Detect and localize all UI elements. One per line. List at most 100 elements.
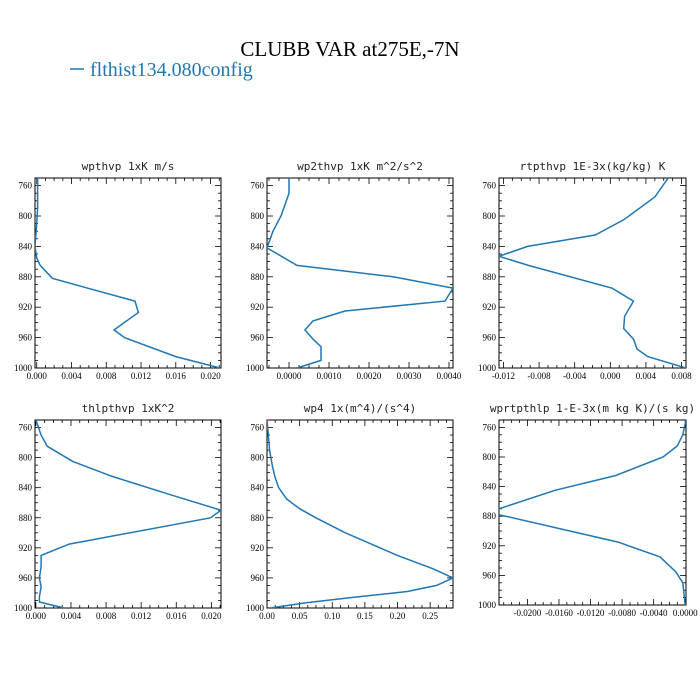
x-tick-label: -0.004 (563, 371, 587, 381)
y-tick-label: 960 (19, 573, 33, 583)
panel-2: wp2thvp 1xK m^2/s^2 760 800 840 880 920 960 100… (246, 160, 462, 381)
panel-5: wp4 1x(m^4)/(s^4)76080084088092096010000… (246, 402, 454, 621)
x-tick-label: 0.0030 (397, 371, 422, 381)
plot-frame (266, 177, 454, 369)
series-line (499, 178, 686, 368)
y-tick-label: 840 (483, 482, 497, 492)
x-tick-label: 0.00 (259, 611, 275, 621)
x-tick-label: 0.0040 (437, 371, 462, 381)
x-tick-label: 0.05 (292, 611, 308, 621)
x-tick-label: 0.000 (27, 371, 48, 381)
y-tick-label: 880 (251, 272, 265, 282)
x-tick-label: 0.016 (166, 611, 187, 621)
panel-title: wprtpthlp 1-E-3x(m kg K)/(s kg) (490, 402, 695, 415)
y-tick-label: 800 (19, 211, 33, 221)
plot-frame (34, 177, 222, 369)
x-tick-label: -0.0080 (608, 608, 636, 618)
x-tick-label: -0.012 (492, 371, 515, 381)
x-tick-label: 0.012 (131, 611, 151, 621)
y-tick-label: 1000 (246, 363, 265, 373)
x-tick-label: 0.016 (166, 371, 187, 381)
x-tick-label: 0.25 (422, 611, 438, 621)
panel-title: wp4 1x(m^4)/(s^4) (304, 402, 417, 415)
y-tick-label: 920 (483, 302, 497, 312)
y-tick-label: 800 (251, 211, 265, 221)
y-tick-label: 840 (251, 241, 265, 251)
y-tick-label: 760 (483, 422, 497, 432)
y-tick-label: 800 (483, 211, 497, 221)
y-tick-label: 920 (251, 543, 265, 553)
y-tick-label: 760 (19, 181, 33, 191)
y-tick-label: 1000 (478, 363, 497, 373)
y-tick-label: 840 (19, 241, 33, 251)
panel-title: rtpthvp 1E-3x(kg/kg) K (520, 160, 666, 173)
y-tick-label: 960 (251, 333, 265, 343)
x-tick-label: 0.020 (200, 371, 221, 381)
y-tick-label: 880 (19, 272, 33, 282)
panel-4: thlpthvp 1xK^276080084088092096010000.00… (14, 402, 222, 621)
y-tick-label: 960 (483, 570, 497, 580)
series-line (267, 420, 453, 608)
y-tick-label: 800 (19, 453, 33, 463)
y-tick-label: 1000 (14, 603, 33, 613)
x-tick-label: 0.004 (61, 611, 82, 621)
panel-3: rtpthvp 1E-3x(kg/kg) K 760 800 840 880 920 960… (478, 160, 692, 381)
series-line (35, 420, 221, 608)
y-tick-label: 920 (483, 541, 497, 551)
y-tick-label: 960 (19, 333, 33, 343)
x-tick-label: -0.0120 (577, 608, 605, 618)
y-tick-label: 760 (251, 423, 265, 433)
y-tick-label: 960 (483, 333, 497, 343)
y-tick-label: 880 (483, 272, 497, 282)
x-tick-label: -0.0200 (514, 608, 542, 618)
x-tick-label: 0.008 (96, 371, 117, 381)
panels: wpthvp 1xK m/s76080084088092096010000.00… (14, 160, 698, 621)
y-tick-label: 1000 (246, 603, 265, 613)
panel-title: thlpthvp 1xK^2 (82, 402, 175, 415)
y-tick-label: 920 (251, 302, 265, 312)
plot-frame (266, 419, 454, 609)
panel-1: wpthvp 1xK m/s76080084088092096010000.00… (14, 160, 222, 381)
series-line (499, 420, 686, 605)
y-tick-label: 960 (251, 573, 265, 583)
panel-title: wp2thvp 1xK m^2/s^2 (297, 160, 423, 173)
x-tick-label: 0.0000 (673, 608, 698, 618)
y-tick-label: 760 (19, 423, 33, 433)
y-tick-label: 840 (19, 483, 33, 493)
x-tick-label: -0.008 (527, 371, 551, 381)
x-tick-label: 0.008 (671, 371, 692, 381)
x-tick-label: 0.0010 (317, 371, 342, 381)
y-tick-label: 840 (251, 483, 265, 493)
x-tick-label: 0.008 (96, 611, 117, 621)
legend-label: flthist134.080config (90, 59, 253, 81)
panel-title: wpthvp 1xK m/s (82, 160, 175, 173)
y-tick-label: 760 (251, 181, 265, 191)
y-tick-label: 880 (483, 511, 497, 521)
y-tick-label: 920 (19, 543, 33, 553)
y-tick-label: 1000 (14, 363, 33, 373)
x-tick-label: 0.000 (26, 611, 47, 621)
legend: flthist134.080config (70, 59, 253, 81)
y-tick-label: 800 (483, 452, 497, 462)
x-tick-label: 0.000 (600, 371, 621, 381)
x-tick-label: 0.0000 (277, 371, 302, 381)
y-tick-label: 840 (483, 241, 497, 251)
figure-title: CLUBB VAR at275E,-7N (240, 37, 459, 61)
x-tick-label: 0.10 (324, 611, 340, 621)
panel-6: wprtpthlp 1-E-3x(m kg K)/(s kg) 760 800 840… (478, 402, 698, 618)
plot-frame (34, 419, 222, 609)
y-tick-label: 800 (251, 453, 265, 463)
y-tick-label: 880 (19, 513, 33, 523)
y-tick-label: 920 (19, 302, 33, 312)
y-tick-label: 760 (483, 181, 497, 191)
x-tick-label: 0.20 (390, 611, 406, 621)
series-line (35, 178, 221, 368)
x-tick-label: -0.0160 (545, 608, 573, 618)
x-tick-label: 0.004 (636, 371, 657, 381)
x-tick-label: -0.0040 (640, 608, 668, 618)
x-tick-label: 0.15 (357, 611, 373, 621)
x-tick-label: 0.0020 (357, 371, 382, 381)
x-tick-label: 0.012 (131, 371, 151, 381)
y-tick-label: 880 (251, 513, 265, 523)
